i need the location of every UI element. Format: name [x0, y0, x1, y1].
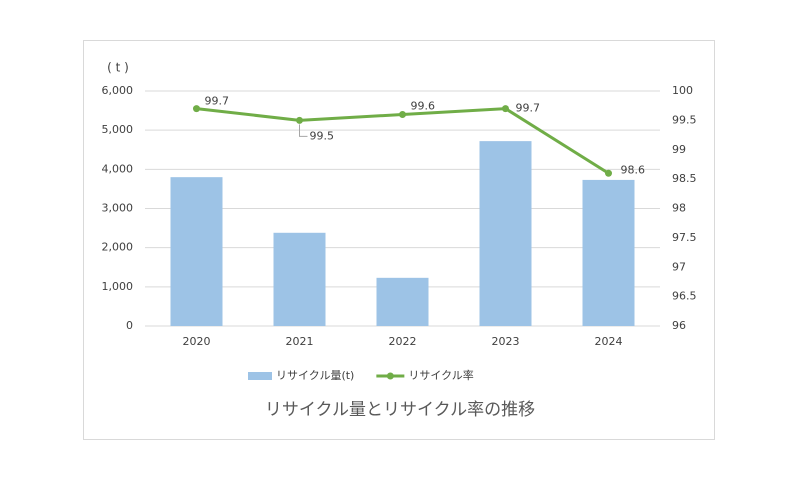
leader-line	[299, 124, 308, 137]
y-tick-label: 6,000	[102, 84, 134, 97]
data-label: 99.6	[411, 100, 436, 113]
y2-tick-label: 98.5	[672, 172, 697, 185]
line-marker	[193, 105, 200, 113]
line-marker	[502, 105, 509, 113]
data-label: 98.6	[621, 163, 646, 176]
y2-tick-label: 100	[672, 84, 693, 97]
legend-label: リサイクル量(t)	[276, 369, 354, 382]
data-label: 99.5	[310, 129, 335, 142]
x-tick-label: 2021	[286, 335, 314, 348]
legend-label: リサイクル率	[408, 368, 473, 382]
data-label: 99.7	[516, 102, 541, 115]
line-marker	[296, 116, 303, 124]
bar	[376, 277, 429, 326]
bar	[582, 179, 635, 326]
bar	[479, 141, 532, 326]
y-tick-label: 3,000	[102, 202, 134, 215]
bar	[170, 177, 223, 326]
chart-title: リサイクル量とリサイクル率の推移	[265, 400, 535, 420]
y-tick-label: 2,000	[102, 241, 134, 254]
y2-tick-label: 96.5	[672, 290, 697, 303]
y2-tick-label: 99	[672, 143, 686, 156]
y-tick-label: 5,000	[102, 123, 134, 136]
x-tick-label: 2023	[492, 335, 520, 348]
legend-swatch-marker	[386, 372, 394, 380]
x-tick-label: 2020	[183, 335, 211, 348]
y-unit: ( t )	[107, 61, 129, 75]
line-marker	[399, 111, 406, 118]
y2-tick-label: 97	[672, 260, 686, 273]
y-tick-label: 0	[126, 319, 133, 332]
y2-tick-label: 97.5	[672, 231, 697, 244]
data-label: 99.7	[205, 95, 230, 108]
bar	[273, 232, 326, 326]
x-tick-label: 2022	[389, 335, 417, 348]
y-tick-label: 1,000	[102, 280, 134, 293]
legend-swatch	[248, 372, 272, 380]
line-marker	[605, 169, 612, 177]
y2-tick-label: 96	[672, 319, 686, 332]
x-tick-label: 2024	[595, 335, 623, 348]
y2-tick-label: 99.5	[672, 113, 697, 126]
y2-tick-label: 98	[672, 202, 686, 215]
y-tick-label: 4,000	[102, 162, 134, 175]
